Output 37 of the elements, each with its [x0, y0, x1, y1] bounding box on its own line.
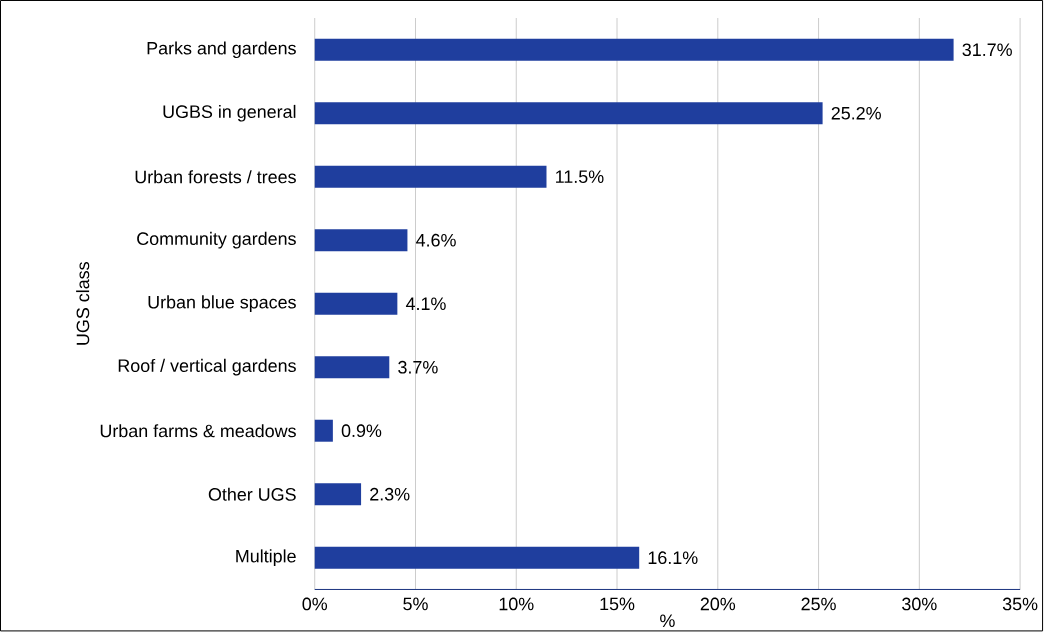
y-tick-label: Roof / vertical gardens — [118, 358, 296, 376]
data-label: 25.2% — [831, 106, 881, 120]
data-label: 0.9% — [341, 424, 382, 438]
bar — [314, 419, 333, 442]
x-tick-label: 0% — [302, 597, 328, 611]
y-tick-label: Multiple — [236, 549, 296, 567]
y-tick-label: Community gardens — [137, 231, 296, 249]
bar — [314, 229, 408, 252]
y-tick-label: Parks and gardens — [147, 41, 296, 59]
y-tick-label: Urban farms & meadows — [100, 424, 296, 438]
y-tick-label: Urban blue spaces — [148, 295, 296, 313]
y-tick-label: Other UGS — [208, 487, 296, 501]
data-label: 4.1% — [405, 297, 446, 311]
x-tick-label: 20% — [700, 597, 736, 611]
x-tick-label: 10% — [499, 597, 534, 611]
data-label: 4.6% — [416, 233, 456, 247]
x-tick-label: 15% — [600, 597, 635, 611]
data-label: 11.5% — [556, 170, 604, 184]
x-tick-label: 30% — [902, 597, 937, 611]
data-label: 16.1% — [648, 551, 698, 565]
bar — [314, 356, 390, 379]
data-label: 2.3% — [370, 487, 410, 501]
bar — [314, 483, 362, 506]
x-tick-label: 25% — [801, 597, 836, 611]
x-tick-label: 5% — [403, 597, 428, 611]
y-tick-label: Urban forests / trees — [135, 170, 296, 184]
data-label: 31.7% — [962, 43, 1012, 57]
bar — [314, 292, 398, 315]
bar — [314, 165, 547, 188]
bar — [314, 102, 823, 125]
bar — [314, 38, 954, 61]
data-label: 3.7% — [398, 360, 438, 374]
x-axis-title: % — [660, 614, 675, 628]
bar — [314, 546, 640, 569]
x-tick-label: 35% — [1002, 597, 1038, 611]
y-axis-title: UGS class — [76, 262, 90, 345]
y-tick-label: UGBS in general — [163, 104, 296, 122]
